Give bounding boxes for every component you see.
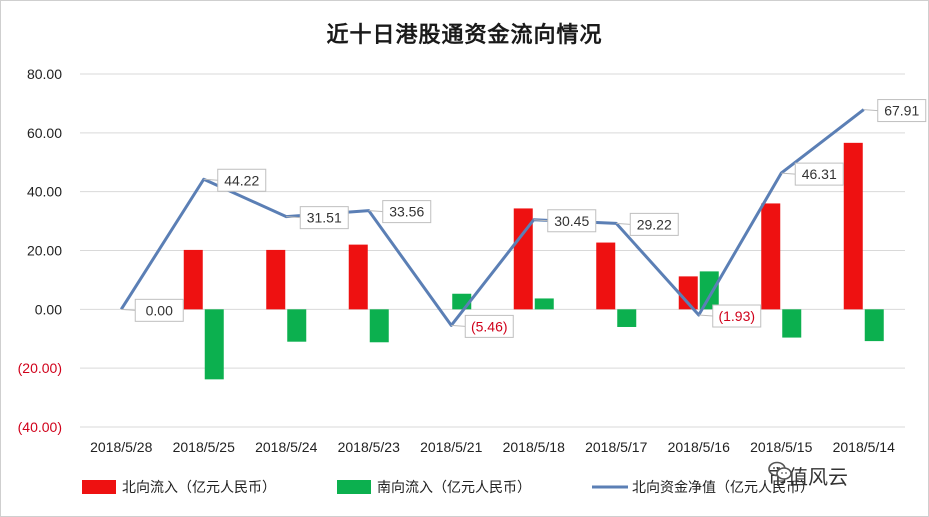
y-tick-label: 80.00: [27, 66, 62, 82]
y-tick-label: (40.00): [18, 419, 62, 435]
northbound-bar: [678, 276, 698, 310]
x-tick-label: 2018/5/25: [173, 439, 235, 455]
callout-leader: [451, 324, 466, 327]
callout-leader: [286, 216, 301, 219]
northbound-bar: [596, 242, 616, 310]
northbound-bar: [348, 244, 368, 310]
data-label: 0.00: [146, 302, 173, 318]
data-label: 29.22: [637, 216, 672, 232]
southbound-bar: [287, 309, 307, 342]
callout-leader: [533, 219, 548, 222]
data-label: 30.45: [554, 213, 589, 229]
bars-layer: [183, 142, 884, 380]
wechat-icon: [768, 461, 792, 480]
x-tick-label: 2018/5/23: [338, 439, 400, 455]
callout-box: [382, 200, 432, 224]
x-tick-label: 2018/5/16: [668, 439, 730, 455]
data-label: 31.51: [307, 210, 342, 226]
y-tick-label: 0.00: [35, 301, 62, 317]
callout-leader: [368, 210, 383, 213]
callout-leader: [781, 172, 796, 175]
x-tick-label: 2018/5/28: [90, 439, 152, 455]
northbound-bar: [183, 249, 203, 310]
axis-layer: 80.00 60.00 40.00 20.00 0.00 (20.00) (40.00) 20…: [18, 66, 895, 455]
x-tick-label: 2018/5/17: [585, 439, 647, 455]
data-label: (5.46): [471, 318, 508, 334]
southbound-bar: [204, 309, 224, 380]
x-tick-label: 2018/5/18: [503, 439, 565, 455]
callout-leader: [863, 109, 878, 112]
southbound-bar: [617, 309, 637, 327]
labels-layer: 0.00 44.22 31.51 33.56 (5.46) 30.45 29.22 (1.93…: [121, 99, 927, 338]
callout-box: [134, 298, 184, 322]
northbound-bar: [513, 208, 533, 310]
southbound-bar: [369, 309, 389, 343]
legend-layer: 北向流入（亿元人民币） 南向流入（亿元人民币） 北向资金净值（亿元人民币）: [82, 480, 814, 496]
callout-box: [464, 314, 514, 338]
x-tick-label: 2018/5/15: [750, 439, 812, 455]
callout-box: [712, 304, 762, 328]
callout-box: [547, 209, 597, 233]
northbound-bar: [843, 142, 863, 310]
y-tick-label: 20.00: [27, 243, 62, 259]
x-tick-label: 2018/5/21: [420, 439, 482, 455]
southbound-bar: [699, 271, 719, 310]
callout-leader: [698, 314, 713, 317]
legend-swatch: [82, 480, 116, 494]
callout-box: [629, 212, 679, 236]
data-label: 44.22: [224, 172, 259, 188]
data-label: 46.31: [802, 166, 837, 182]
data-label: 67.91: [884, 103, 919, 119]
southbound-bar: [864, 309, 884, 342]
northbound-bar: [761, 203, 781, 310]
x-tick-label: 2018/5/14: [833, 439, 895, 455]
callout-box: [877, 99, 927, 123]
net-flow-line: [119, 108, 865, 327]
callout-leader: [203, 178, 218, 181]
y-tick-label: 60.00: [27, 125, 62, 141]
callout-box: [217, 168, 267, 192]
data-label: (1.93): [718, 308, 755, 324]
data-label: 33.56: [389, 204, 424, 220]
callout-box: [299, 206, 349, 230]
southbound-bar: [534, 298, 554, 310]
grid-layer: [80, 73, 905, 428]
y-tick-label: 40.00: [27, 184, 62, 200]
callout-box: [794, 162, 844, 186]
legend-swatch: [337, 480, 371, 494]
chart-title: 近十日港股通资金流向情况: [326, 22, 603, 48]
callout-leader: [616, 222, 631, 225]
legend-label: 南向流入（亿元人民币）: [377, 480, 531, 496]
legend-label: 北向流入（亿元人民币）: [122, 480, 276, 496]
watermark: 市值风云: [768, 461, 848, 490]
northbound-bar: [266, 249, 286, 310]
y-tick-label: (20.00): [18, 360, 62, 376]
x-tick-label: 2018/5/24: [255, 439, 317, 455]
southbound-bar: [782, 309, 802, 338]
legend-label: 北向资金净值（亿元人民币）: [632, 480, 814, 496]
callout-leader: [121, 308, 136, 311]
line-layer: [119, 108, 865, 327]
